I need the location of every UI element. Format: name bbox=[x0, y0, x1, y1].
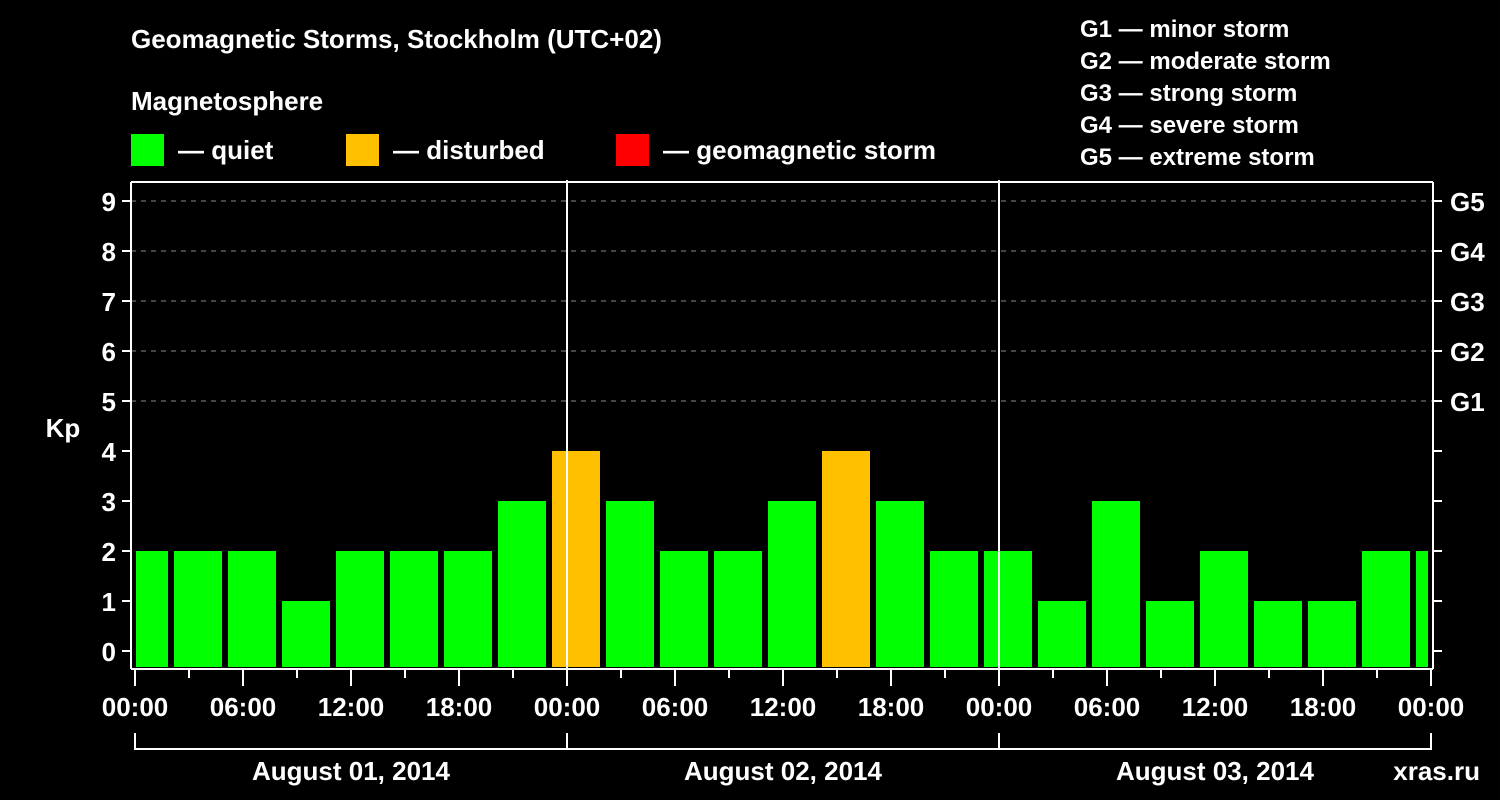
kp-bar bbox=[228, 551, 276, 667]
day-label: August 01, 2014 bbox=[252, 756, 451, 786]
y-tick-label: 3 bbox=[102, 487, 116, 517]
kp-bar bbox=[390, 551, 438, 667]
kp-bar bbox=[876, 501, 924, 667]
chart-title: Geomagnetic Storms, Stockholm (UTC+02) bbox=[131, 24, 662, 54]
x-tick-label: 06:00 bbox=[1074, 692, 1141, 722]
kp-bar bbox=[1092, 501, 1140, 667]
g-level-label: G3 bbox=[1450, 287, 1485, 317]
legend-item-storm: — geomagnetic storm bbox=[616, 134, 936, 166]
kp-bar bbox=[1200, 551, 1248, 667]
kp-bar bbox=[768, 501, 816, 667]
x-tick-label: 18:00 bbox=[1290, 692, 1357, 722]
g-level-label: G5 bbox=[1450, 187, 1485, 217]
y-tick-label: 4 bbox=[102, 437, 117, 467]
kp-bar bbox=[552, 451, 600, 667]
kp-bar bbox=[1038, 601, 1086, 667]
g-level-label: G4 bbox=[1450, 237, 1485, 267]
y-tick-label: 5 bbox=[102, 387, 116, 417]
legend-heading: Magnetosphere bbox=[131, 86, 324, 116]
x-tick-label: 00:00 bbox=[534, 692, 601, 722]
day-label: August 02, 2014 bbox=[684, 756, 883, 786]
g-level-label: G1 bbox=[1450, 387, 1485, 417]
y-tick-label: 0 bbox=[102, 637, 116, 667]
legend-item-disturbed: — disturbed bbox=[346, 134, 545, 166]
g-scale-item: G2 — moderate storm bbox=[1080, 48, 1331, 75]
y-tick-label: 7 bbox=[102, 287, 116, 317]
bars bbox=[136, 451, 1428, 667]
legend-swatch-quiet bbox=[131, 134, 164, 166]
g-scale-item: G1 — minor storm bbox=[1080, 16, 1290, 43]
kp-bar bbox=[822, 451, 870, 667]
x-tick-label: 12:00 bbox=[750, 692, 817, 722]
kp-bar bbox=[1146, 601, 1194, 667]
kp-bar bbox=[282, 601, 330, 667]
gridlines bbox=[131, 200, 1433, 402]
legend-item-quiet: — quiet bbox=[131, 134, 273, 166]
x-tick-label: 00:00 bbox=[966, 692, 1033, 722]
g-scale-item: G4 — severe storm bbox=[1080, 112, 1299, 139]
y-tick-label: 9 bbox=[102, 187, 116, 217]
x-tick-label: 18:00 bbox=[858, 692, 925, 722]
y-tick-label: 2 bbox=[102, 537, 116, 567]
y-tick-label: 1 bbox=[102, 587, 116, 617]
legend-label-storm: — geomagnetic storm bbox=[663, 134, 937, 165]
kp-bar bbox=[444, 551, 492, 667]
x-tick-label: 00:00 bbox=[1398, 692, 1465, 722]
legend-label-quiet: — quiet bbox=[178, 134, 274, 165]
x-tick-label: 12:00 bbox=[318, 692, 385, 722]
kp-bar bbox=[1416, 551, 1428, 667]
kp-bar bbox=[930, 551, 978, 667]
axes bbox=[122, 180, 1442, 750]
x-tick-label: 06:00 bbox=[210, 692, 277, 722]
kp-bar bbox=[136, 551, 168, 667]
y-axis-label: Kp bbox=[46, 413, 81, 443]
kp-bar bbox=[174, 551, 222, 667]
legend-swatch-storm bbox=[616, 134, 649, 166]
x-tick-label: 18:00 bbox=[426, 692, 493, 722]
watermark: xras.ru bbox=[1393, 756, 1480, 786]
kp-bar bbox=[1362, 551, 1410, 667]
kp-bar bbox=[660, 551, 708, 667]
axis-labels: 0 1 2 3 4 5 6 7 8 9 G1 G2 G3 G4 G5 00:00 06:00 12:00 18:00… bbox=[102, 187, 1486, 786]
x-tick-label: 12:00 bbox=[1182, 692, 1249, 722]
legend-label-disturbed: — disturbed bbox=[393, 134, 545, 165]
day-label: August 03, 2014 bbox=[1116, 756, 1315, 786]
y-tick-label: 8 bbox=[102, 237, 116, 267]
g-scale-legend: G1 — minor storm G2 — moderate storm G3 … bbox=[1080, 14, 1331, 174]
y-tick-label: 6 bbox=[102, 337, 116, 367]
kp-bar bbox=[336, 551, 384, 667]
g-scale-item: G5 — extreme storm bbox=[1080, 144, 1315, 171]
legend-swatch-disturbed bbox=[346, 134, 379, 166]
kp-bar bbox=[984, 551, 1032, 667]
kp-bar bbox=[1254, 601, 1302, 667]
g-level-label: G2 bbox=[1450, 337, 1485, 367]
kp-bar bbox=[714, 551, 762, 667]
kp-bar bbox=[606, 501, 654, 667]
kp-bar bbox=[498, 501, 546, 667]
x-tick-label: 06:00 bbox=[642, 692, 709, 722]
g-scale-item: G3 — strong storm bbox=[1080, 80, 1298, 107]
kp-bar bbox=[1308, 601, 1356, 667]
x-tick-label: 00:00 bbox=[102, 692, 169, 722]
